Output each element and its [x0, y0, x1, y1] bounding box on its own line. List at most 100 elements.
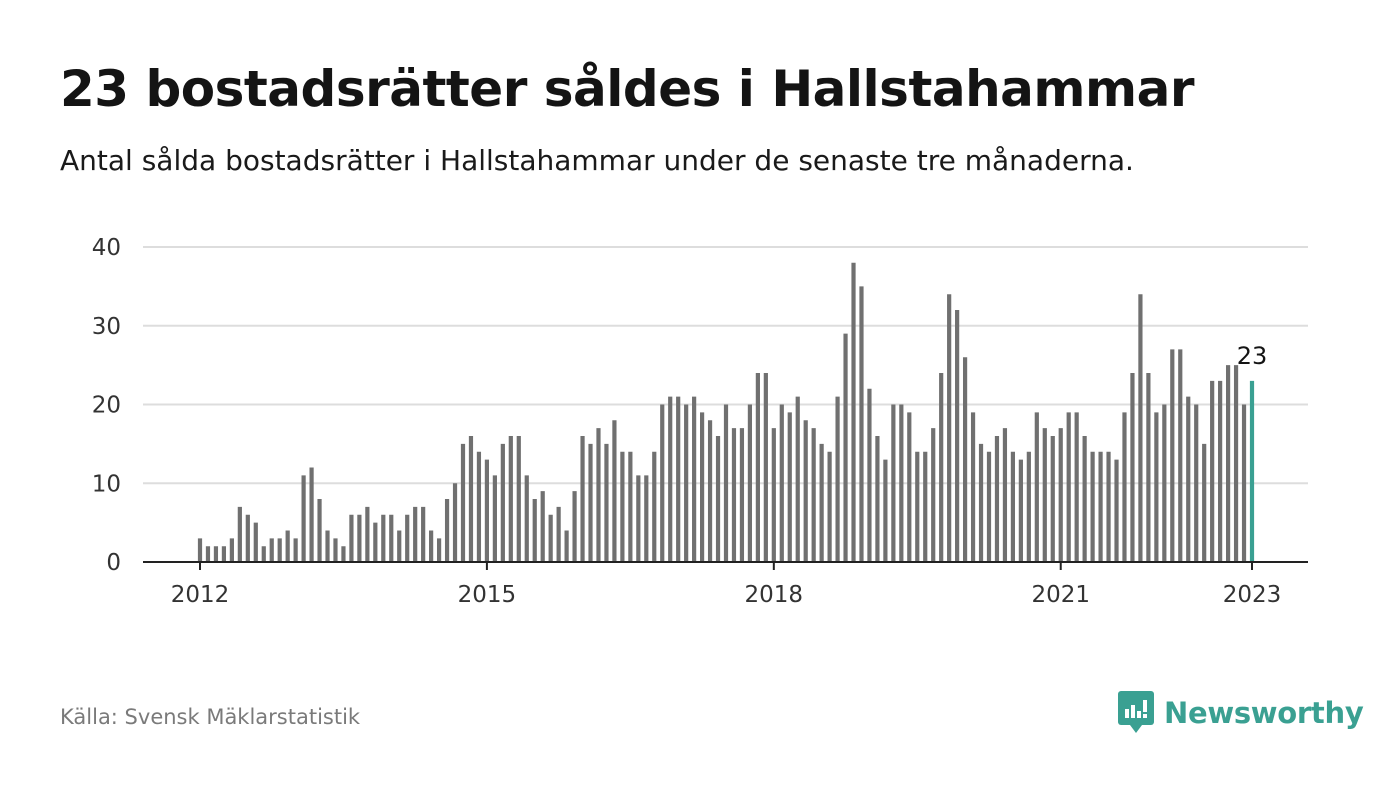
x-tick-label: 2018: [745, 582, 804, 608]
bar: [1098, 451, 1103, 562]
bar: [205, 546, 211, 562]
bar: [405, 514, 410, 562]
bar: [1090, 451, 1095, 562]
bar-chart-speech-bubble-icon: [1118, 691, 1154, 733]
bar: [731, 428, 737, 562]
bar: [1114, 459, 1119, 562]
bar: [580, 436, 585, 562]
bar: [532, 499, 537, 562]
bar: [269, 538, 274, 562]
bar: [1138, 294, 1143, 562]
bar: [636, 475, 641, 562]
bar: [707, 420, 713, 562]
bar: [261, 546, 266, 562]
bar: [891, 404, 896, 562]
bar-highlight: [1249, 380, 1255, 562]
bar: [859, 286, 864, 562]
bar: [285, 530, 290, 562]
bar: [221, 546, 227, 562]
bar: [795, 396, 800, 562]
brand-name: Newsworthy: [1164, 696, 1364, 730]
bar: [389, 514, 394, 562]
bar: [492, 475, 497, 562]
highlight-value-label: 23: [1237, 342, 1268, 370]
bar: [851, 262, 856, 562]
bar: [1146, 373, 1151, 562]
bar: [237, 506, 242, 562]
bar: [524, 475, 529, 562]
bar: [301, 475, 306, 562]
bar: [436, 538, 442, 562]
bar: [381, 514, 386, 562]
bar: [341, 546, 346, 562]
bar: [715, 436, 721, 562]
bar: [628, 451, 633, 562]
bar: [1210, 380, 1215, 562]
y-tick-label: 40: [92, 235, 121, 261]
bar: [978, 443, 984, 562]
bar: [548, 514, 553, 562]
bar: [1178, 349, 1183, 562]
bar: [843, 333, 848, 562]
x-tick-label: 2021: [1031, 582, 1090, 608]
bar: [1162, 404, 1167, 562]
bar: [1074, 412, 1079, 562]
annotations: 23: [1237, 342, 1268, 370]
bar: [1106, 451, 1111, 562]
bar: [325, 530, 330, 562]
bar: [883, 459, 888, 562]
bar: [1002, 428, 1008, 562]
bar: [452, 483, 458, 562]
bar: [875, 436, 880, 562]
bar: [556, 506, 561, 562]
bar: [931, 428, 936, 562]
x-tick-label: 2015: [458, 582, 517, 608]
bar: [723, 404, 729, 562]
bar: [349, 514, 354, 562]
bar: [516, 436, 521, 562]
bar: [588, 443, 593, 562]
bar: [819, 443, 824, 562]
bar: [986, 451, 992, 562]
x-tick-label: 2023: [1223, 582, 1282, 608]
bar: [277, 538, 282, 562]
bar: [1026, 451, 1031, 562]
bar: [955, 310, 960, 562]
bar: [1058, 428, 1063, 562]
bar: [253, 522, 258, 562]
bar: [245, 514, 250, 562]
bar: [970, 412, 976, 562]
chart-title: 23 bostadsrätter såldes i Hallstahammar: [60, 60, 1195, 118]
bar: [413, 506, 418, 562]
bar: [620, 451, 625, 562]
bar: [421, 506, 426, 562]
y-axis-labels: 0 10 20 30 40: [92, 235, 121, 576]
bar: [939, 373, 944, 562]
bar: [365, 506, 370, 562]
bar: [899, 404, 904, 562]
bar: [1050, 436, 1055, 562]
bar: [835, 396, 840, 562]
bar: [1170, 349, 1175, 562]
bar: [739, 428, 745, 562]
bar: [604, 443, 609, 562]
bar: [907, 412, 912, 562]
bar: [333, 538, 338, 562]
chart-subtitle: Antal sålda bostadsrätter i Hallstahamma…: [60, 144, 1134, 177]
bar: [429, 530, 434, 562]
bar: [947, 294, 952, 562]
bar: [373, 522, 378, 562]
bar: [1241, 404, 1247, 562]
x-axis-labels: 2012 2015 2018 2021 2023: [171, 582, 1282, 608]
bar: [811, 428, 816, 562]
bar: [867, 388, 872, 562]
bar: [213, 546, 219, 562]
brand-logo: Newsworthy: [1118, 690, 1364, 736]
bar: [1010, 451, 1016, 562]
bar: [763, 373, 768, 562]
x-axis: [143, 561, 1308, 570]
bar: [460, 443, 466, 562]
bar: [317, 499, 322, 562]
bar: [1218, 380, 1223, 562]
bar: [476, 451, 482, 562]
